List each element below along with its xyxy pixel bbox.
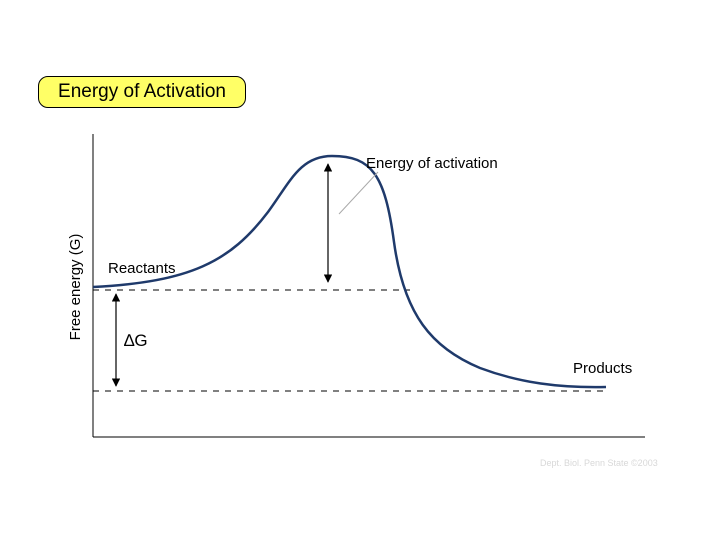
activation-leader-line <box>338 171 379 215</box>
energy-curve <box>92 154 607 389</box>
slide-title: Energy of Activation <box>58 81 226 102</box>
reactants-label: Reactants <box>108 260 176 277</box>
delta-g-label: ∆G <box>124 331 148 350</box>
activation-label: Energy of activation <box>366 155 498 172</box>
products-label: Products <box>573 360 632 377</box>
y-axis-label: Free energy (G) <box>67 234 84 341</box>
credit-text: Dept. Biol. Penn State ©2003 <box>540 458 658 468</box>
title-badge: Energy of Activation <box>38 76 246 108</box>
